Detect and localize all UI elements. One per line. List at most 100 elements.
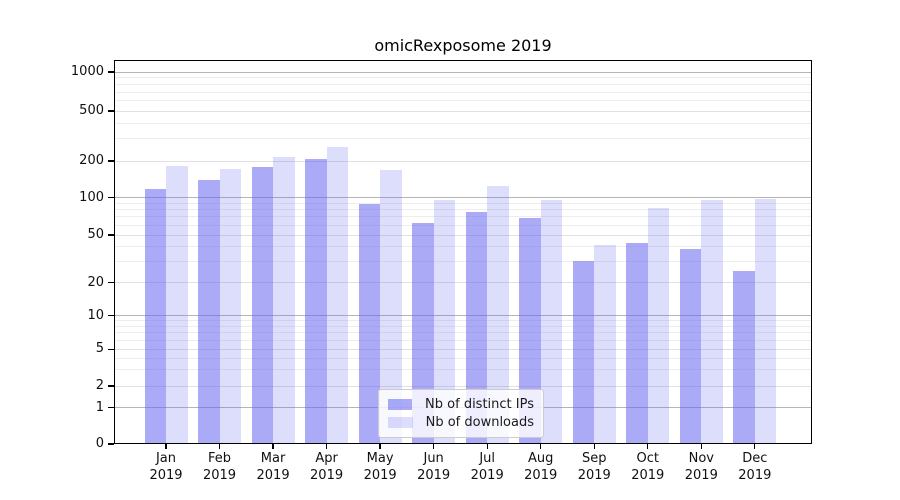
legend-label-downloads: Nb of downloads bbox=[425, 415, 534, 431]
y-tick-label-0: 0 bbox=[95, 436, 104, 451]
gridline-y-500 bbox=[115, 110, 811, 112]
x-label-month: Mar bbox=[260, 451, 286, 466]
chart-legend: Nb of distinct IPs Nb of downloads bbox=[378, 389, 544, 438]
y-tick-100 bbox=[108, 196, 114, 199]
y-tick-20 bbox=[108, 281, 114, 284]
gridline-y-200 bbox=[115, 160, 811, 162]
x-tick-dec bbox=[754, 444, 756, 449]
x-label-year: 2019 bbox=[363, 468, 397, 483]
x-tick-sep bbox=[593, 444, 595, 449]
bar-downloads-dec bbox=[754, 198, 777, 444]
gridline-y-90 bbox=[115, 202, 811, 204]
x-label-month: Sep bbox=[581, 451, 607, 466]
gridline-y-3 bbox=[115, 369, 811, 371]
gridline-y-700 bbox=[115, 91, 811, 93]
legend-swatch-distinct-ips-icon bbox=[388, 398, 413, 410]
y-tick-label-1: 1 bbox=[95, 399, 104, 415]
bar-distinct-ips-jun bbox=[412, 223, 434, 444]
bar-distinct-ips-jul bbox=[465, 211, 488, 444]
bar-downloads-sep bbox=[594, 245, 616, 444]
x-tick-may bbox=[379, 444, 381, 449]
x-label-month: Aug bbox=[528, 451, 554, 466]
gridline-y-2 bbox=[115, 385, 811, 387]
gridline-y-7 bbox=[115, 332, 811, 334]
x-label-year: 2019 bbox=[417, 468, 451, 483]
y-tick-1 bbox=[108, 407, 114, 409]
x-tick-label-jun: Jun 2019 bbox=[406, 450, 462, 484]
x-tick-jun bbox=[433, 444, 435, 449]
y-tick-label-200: 200 bbox=[79, 153, 104, 168]
x-tick-label-apr: Apr 2019 bbox=[299, 450, 355, 484]
bar-distinct-ips-dec bbox=[733, 270, 755, 444]
gridline-y-70 bbox=[115, 216, 811, 218]
x-tick-label-feb: Feb 2019 bbox=[192, 450, 248, 484]
bar-distinct-ips-aug bbox=[519, 217, 541, 444]
x-tick-label-dec: Dec 2019 bbox=[727, 450, 783, 484]
gridline-y-20 bbox=[115, 282, 811, 283]
x-tick-oct bbox=[647, 444, 649, 449]
x-tick-mar bbox=[272, 444, 274, 449]
x-label-month: Jan bbox=[155, 451, 177, 466]
x-tick-label-mar: Mar 2019 bbox=[245, 450, 301, 484]
x-label-month: Oct bbox=[636, 451, 659, 466]
bar-downloads-mar bbox=[273, 156, 295, 444]
x-tick-label-jan: Jan 2019 bbox=[138, 450, 194, 484]
bar-distinct-ips-feb bbox=[198, 180, 220, 444]
bar-distinct-ips-sep bbox=[572, 261, 595, 444]
x-tick-label-aug: Aug 2019 bbox=[513, 450, 569, 484]
gridline-y-400 bbox=[115, 122, 811, 124]
bar-downloads-jun bbox=[433, 200, 456, 444]
y-tick-200 bbox=[108, 160, 114, 162]
bar-downloads-oct bbox=[647, 208, 670, 444]
x-tick-label-may: May 2019 bbox=[352, 450, 408, 484]
gridline-y-30 bbox=[115, 260, 811, 262]
y-tick-1000 bbox=[108, 71, 114, 73]
gridline-y-5 bbox=[115, 348, 811, 350]
x-label-year: 2019 bbox=[310, 468, 344, 483]
bar-downloads-apr bbox=[326, 147, 349, 444]
x-tick-apr bbox=[325, 444, 328, 449]
legend-item-downloads: Nb of downloads bbox=[388, 415, 534, 430]
x-label-year: 2019 bbox=[149, 468, 183, 483]
gridline-y-40 bbox=[115, 246, 811, 248]
gridline-y-60 bbox=[115, 224, 811, 226]
x-tick-jul bbox=[486, 444, 488, 449]
bar-distinct-ips-oct bbox=[626, 242, 648, 444]
bar-downloads-jul bbox=[487, 186, 509, 444]
legend-swatch-downloads-icon bbox=[388, 417, 413, 429]
x-label-year: 2019 bbox=[684, 468, 718, 483]
x-label-year: 2019 bbox=[470, 468, 504, 483]
gridline-y-8 bbox=[115, 326, 811, 328]
plot-frame bbox=[114, 60, 812, 444]
x-tick-jan bbox=[165, 444, 167, 449]
x-label-year: 2019 bbox=[202, 468, 237, 483]
y-tick-10 bbox=[108, 315, 114, 317]
bar-downloads-feb bbox=[219, 168, 242, 444]
x-tick-nov bbox=[700, 444, 702, 449]
x-tick-label-sep: Sep 2019 bbox=[566, 450, 622, 484]
bar-downloads-jan bbox=[166, 165, 188, 444]
bar-distinct-ips-apr bbox=[305, 159, 327, 444]
x-label-year: 2019 bbox=[577, 468, 611, 483]
legend-label-distinct-ips: Nb of distinct IPs bbox=[425, 396, 534, 412]
gridline-y-10 bbox=[115, 315, 811, 317]
y-tick-label-1000: 1000 bbox=[70, 64, 104, 79]
gridline-y-80 bbox=[115, 209, 811, 211]
y-tick-label-50: 50 bbox=[87, 227, 104, 242]
bar-distinct-ips-mar bbox=[251, 167, 274, 444]
y-tick-label-2: 2 bbox=[95, 378, 104, 393]
x-label-year: 2019 bbox=[524, 468, 558, 483]
x-label-month: May bbox=[366, 451, 394, 466]
gridline-y-9 bbox=[115, 320, 811, 322]
x-tick-label-jul: Jul 2019 bbox=[459, 450, 515, 484]
x-label-month: Jun bbox=[423, 451, 444, 466]
x-label-month: Nov bbox=[688, 451, 714, 466]
bar-downloads-nov bbox=[701, 199, 723, 444]
x-label-month: Dec bbox=[742, 451, 768, 466]
x-label-year: 2019 bbox=[738, 468, 772, 483]
y-tick-label-20: 20 bbox=[87, 274, 104, 290]
y-tick-label-10: 10 bbox=[87, 307, 104, 323]
gridline-y-600 bbox=[115, 100, 811, 102]
